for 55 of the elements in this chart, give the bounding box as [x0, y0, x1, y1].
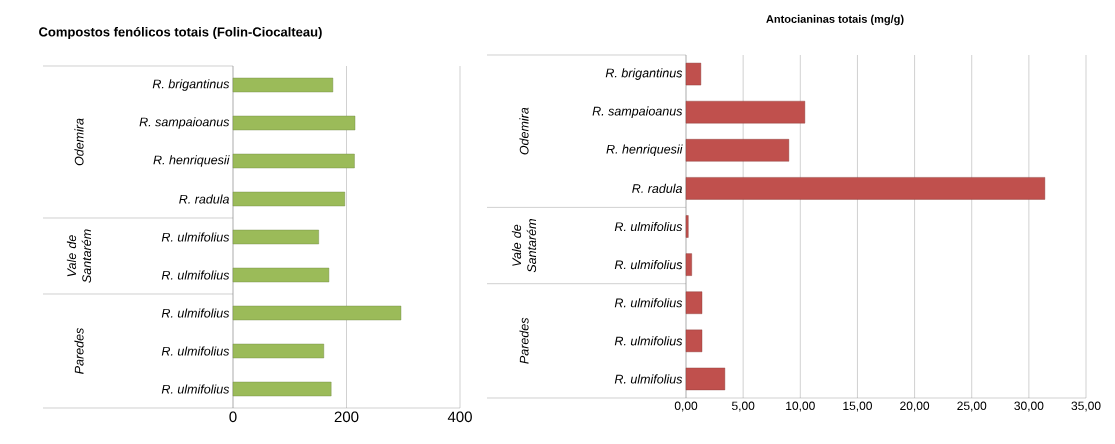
bar [685, 253, 692, 276]
x-tick-label: 20,00 [900, 401, 930, 412]
y-tick-label: R. sampaioanus [592, 106, 683, 118]
text: Paredes [74, 327, 84, 374]
y-tick-label: R. ulmifolius [161, 346, 230, 356]
bar [232, 191, 345, 207]
x-tick-label: 25,00 [957, 401, 987, 412]
x-tick-label: 35,00 [1071, 401, 1101, 412]
x-tick-label: 0 [229, 411, 237, 423]
y-tick-label: R. radula [632, 183, 683, 193]
y-tick-label: R. sampaioanus [139, 117, 230, 129]
x-tick-label: 10,00 [786, 401, 815, 412]
bar [685, 215, 689, 238]
y-tick-label: R. henriquesii [153, 155, 230, 167]
x-tick-label: 200 [334, 411, 359, 423]
bar [232, 381, 332, 397]
y-tick-label: R. ulmifolius [614, 298, 683, 308]
bar [685, 329, 703, 353]
bar [685, 367, 726, 391]
bar [685, 100, 806, 124]
y-tick-label: R. ulmifolius [614, 221, 683, 232]
text: Odemira [519, 107, 529, 155]
bar [232, 229, 319, 245]
y-tick-label: R. ulmifolius [161, 384, 230, 394]
y-tick-label: R. brigantinus [152, 79, 230, 91]
bar [685, 291, 703, 314]
text: Vale de Santarém [66, 229, 92, 283]
y-tick-label: R. brigantinus [605, 68, 683, 80]
y-tick-label: R. henriquesii [606, 144, 683, 157]
y-tick-label: R. ulmifolius [614, 374, 683, 384]
x-tick-label: 400 [447, 411, 472, 423]
y-tick-label: R. ulmifolius [161, 270, 230, 280]
bar [232, 305, 402, 321]
bar [685, 62, 702, 86]
chart-title: Antocianinas totais (mg/g) [766, 14, 904, 26]
bar [232, 267, 330, 283]
bar [232, 115, 356, 131]
x-tick-label: 5,00 [731, 401, 755, 412]
y-tick-label: R. ulmifolius [614, 336, 683, 346]
text: Paredes [519, 317, 529, 364]
bar [232, 77, 334, 93]
x-tick-label: 0,00 [674, 401, 698, 412]
bar [685, 177, 1046, 200]
y-tick-label: R. ulmifolius [161, 232, 230, 242]
text: Vale de Santarém [511, 219, 537, 273]
y-tick-label: R. ulmifolius [614, 260, 683, 270]
y-tick-label: R. ulmifolius [161, 308, 230, 318]
y-tick-label: R. radula [179, 194, 230, 204]
chart-title: Compostos fenólicos totais (Folin-Ciocalteau) [39, 26, 322, 40]
x-tick-label: 15,00 [843, 401, 872, 412]
bar [232, 343, 324, 359]
bar [685, 139, 790, 162]
text: Odemira [74, 118, 84, 166]
bar [232, 153, 355, 169]
x-tick-label: 30,00 [1014, 401, 1044, 412]
